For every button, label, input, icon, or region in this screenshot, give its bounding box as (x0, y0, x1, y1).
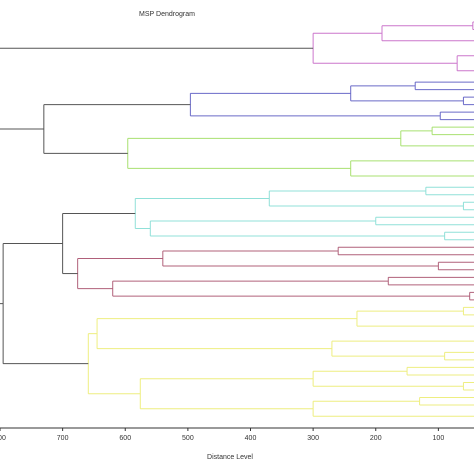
x-tick-label: 200 (370, 435, 382, 442)
x-axis-label: Distance Level (207, 454, 253, 461)
x-tick-label: 500 (182, 435, 194, 442)
x-tick-label: 700 (57, 435, 69, 442)
x-tick-label: 400 (245, 435, 257, 442)
chart-title: MSP Dendrogram (139, 11, 195, 18)
x-tick-label: 600 (119, 435, 131, 442)
x-tick-label: 300 (307, 435, 319, 442)
x-tick-label: 800 (0, 435, 6, 442)
x-tick-label: 100 (433, 435, 445, 442)
